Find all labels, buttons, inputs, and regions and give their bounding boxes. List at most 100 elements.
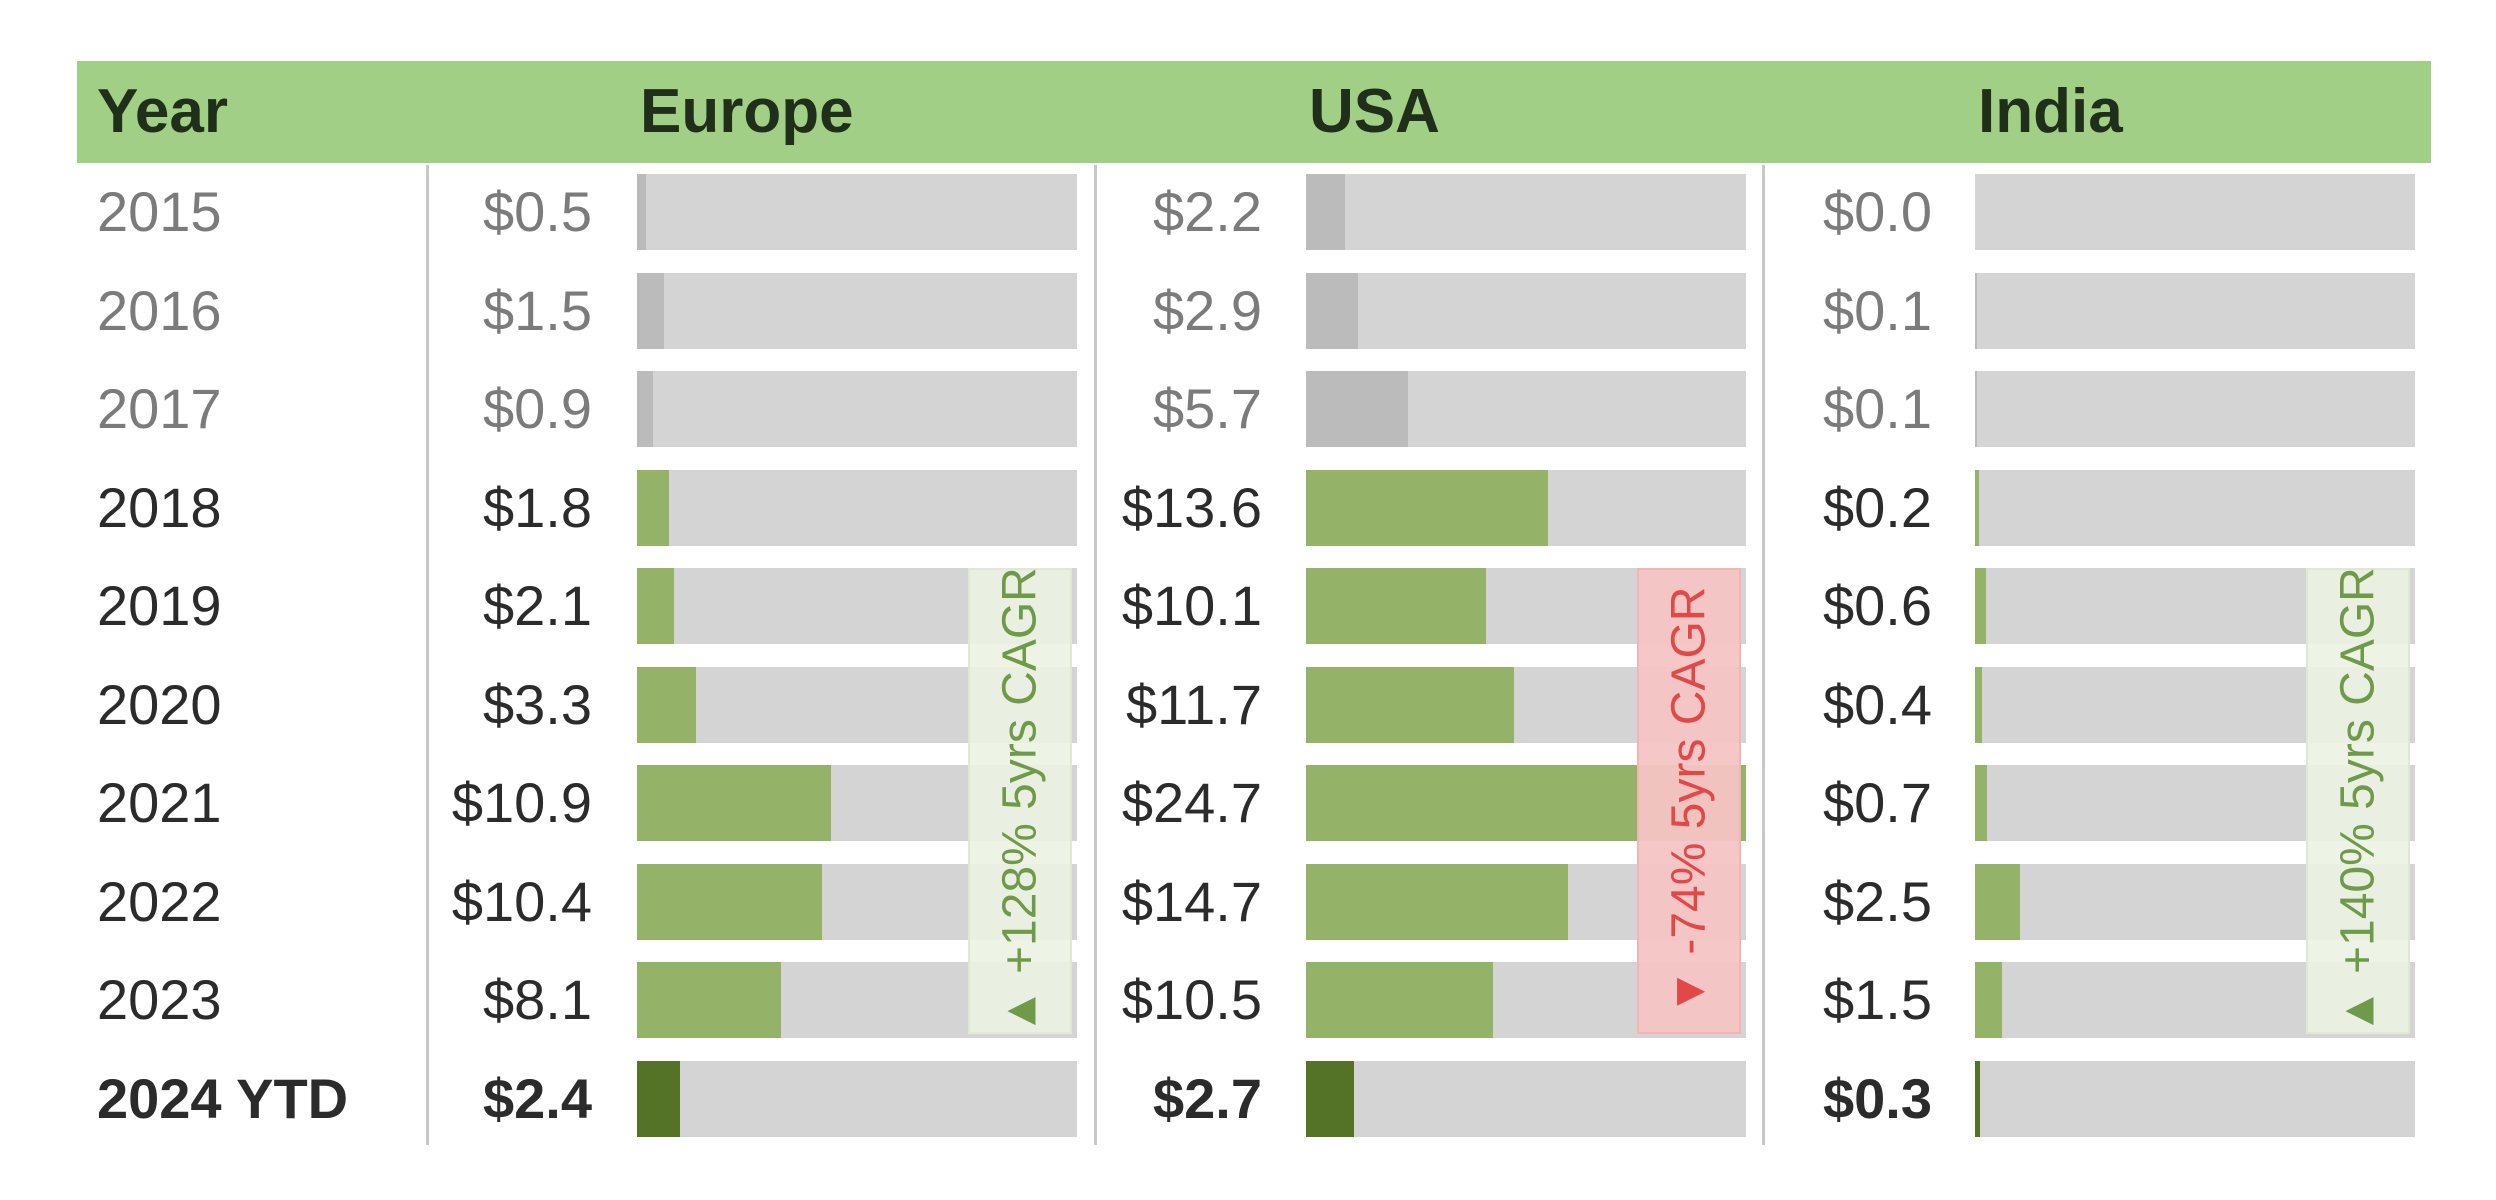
year-label-2016: 2016	[97, 278, 222, 342]
bar-track-europe-2016	[637, 272, 1077, 349]
bar-europe-2016	[637, 272, 664, 349]
bar-usa-2023	[1306, 962, 1494, 1038]
bar-india-2023	[1975, 962, 2002, 1038]
value-label-india-2021: $0.7	[1823, 771, 1932, 834]
bar-europe-2021	[637, 765, 832, 841]
cagr-badge-europe: ▲ +128% 5yrs CAGR	[968, 567, 1072, 1035]
bar-track-europe-2018	[637, 469, 1077, 546]
bar-india-2019	[1975, 568, 1986, 644]
bar-europe-2023	[637, 962, 782, 1038]
year-label-2019: 2019	[97, 574, 222, 637]
value-label-usa-2015: $2.2	[1153, 180, 1262, 243]
bar-india-2024-ytd	[1975, 1060, 1981, 1137]
cagr-text-usa: -74% 5yrs CAGR	[1662, 586, 1716, 968]
bar-india-2016	[1975, 272, 1977, 349]
year-label-2022: 2022	[97, 869, 222, 933]
value-label-europe-2017: $0.9	[483, 377, 592, 440]
arrow-up-icon: ▲	[2331, 987, 2385, 1035]
bar-track-usa-2018	[1306, 469, 1746, 546]
cagr-text-europe: +128% 5yrs CAGR	[993, 567, 1047, 988]
header-usa: USA	[1309, 77, 1440, 146]
bar-europe-2018	[637, 469, 670, 546]
value-label-usa-2020: $11.7	[1126, 672, 1262, 736]
bar-track-europe-2017	[637, 371, 1077, 447]
value-label-europe-2016: $1.5	[483, 278, 592, 342]
bar-track-usa-2015	[1306, 174, 1746, 250]
year-label-2023: 2023	[97, 968, 222, 1031]
value-label-europe-2021: $10.9	[451, 771, 592, 834]
cagr-text-india: +140% 5yrs CAGR	[2331, 567, 2385, 988]
value-label-europe-2018: $1.8	[483, 475, 592, 539]
value-label-india-2020: $0.4	[1823, 672, 1932, 736]
value-label-europe-2020: $3.3	[483, 672, 592, 736]
value-label-usa-2018: $13.6	[1121, 475, 1262, 539]
value-label-europe-2024-ytd: $2.4	[483, 1066, 592, 1130]
cagr-label-europe: ▲ +128% 5yrs CAGR	[993, 567, 1048, 1035]
bar-india-2021	[1975, 765, 1988, 841]
value-label-india-2017: $0.1	[1823, 377, 1932, 440]
column-divider-usa	[1094, 165, 1097, 1145]
column-divider-india	[1762, 165, 1765, 1145]
bar-track-india-2016	[1975, 272, 2415, 349]
year-label-2024-ytd: 2024 YTD	[97, 1066, 349, 1130]
bar-track-usa-2017	[1306, 371, 1746, 447]
value-label-india-2023: $1.5	[1823, 968, 1932, 1031]
bar-europe-2020	[637, 666, 696, 743]
year-label-2018: 2018	[97, 475, 222, 539]
year-label-2021: 2021	[97, 771, 222, 834]
bar-track-usa-2024-ytd	[1306, 1060, 1746, 1137]
value-label-india-2022: $2.5	[1823, 869, 1932, 933]
bar-usa-2015	[1306, 174, 1346, 250]
bar-usa-2017	[1306, 371, 1408, 447]
value-label-india-2015: $0.0	[1823, 180, 1932, 243]
value-label-usa-2016: $2.9	[1153, 278, 1262, 342]
cagr-badge-india: ▲ +140% 5yrs CAGR	[2306, 567, 2410, 1035]
value-label-india-2016: $0.1	[1823, 278, 1932, 342]
year-label-2015: 2015	[97, 180, 222, 243]
header-india: India	[1978, 77, 2123, 146]
bar-track-india-2017	[1975, 371, 2415, 447]
value-label-india-2024-ytd: $0.3	[1823, 1066, 1932, 1130]
bar-track-europe-2024-ytd	[637, 1060, 1077, 1137]
header-year: Year	[97, 77, 229, 146]
value-label-usa-2022: $14.7	[1121, 869, 1262, 933]
bar-europe-2015	[637, 174, 646, 250]
header-europe: Europe	[640, 77, 854, 146]
cagr-label-india: ▲ +140% 5yrs CAGR	[2331, 567, 2386, 1035]
bar-europe-2017	[637, 371, 654, 447]
bar-india-2022	[1975, 863, 2020, 940]
bar-track-usa-2016	[1306, 272, 1746, 349]
value-label-europe-2015: $0.5	[483, 180, 592, 243]
year-label-2020: 2020	[97, 672, 222, 736]
value-label-europe-2019: $2.1	[483, 574, 592, 637]
bar-europe-2024-ytd	[637, 1060, 680, 1137]
bar-track-india-2024-ytd	[1975, 1060, 2415, 1137]
value-label-india-2019: $0.6	[1823, 574, 1932, 637]
bar-track-india-2015	[1975, 174, 2415, 250]
bar-india-2017	[1975, 371, 1977, 447]
arrow-up-icon: ▲	[993, 987, 1047, 1035]
cagr-label-usa: ▼ -74% 5yrs CAGR	[1662, 587, 1717, 1016]
bar-europe-2022	[637, 863, 823, 940]
value-label-usa-2019: $10.1	[1121, 574, 1262, 637]
year-label-2017: 2017	[97, 377, 222, 440]
bar-usa-2022	[1306, 863, 1568, 940]
column-divider-europe	[426, 165, 429, 1145]
value-label-usa-2021: $24.7	[1121, 771, 1262, 834]
header-band	[77, 61, 2431, 163]
bar-track-india-2018	[1975, 469, 2415, 546]
value-label-europe-2023: $8.1	[483, 968, 592, 1031]
bar-usa-2018	[1306, 469, 1549, 546]
bar-india-2020	[1975, 666, 1983, 743]
value-label-india-2018: $0.2	[1823, 475, 1932, 539]
value-label-europe-2022: $10.4	[451, 869, 592, 933]
bar-usa-2024-ytd	[1306, 1060, 1355, 1137]
value-label-usa-2024-ytd: $2.7	[1153, 1066, 1262, 1130]
bar-usa-2020	[1306, 666, 1515, 743]
bar-india-2018	[1975, 469, 1979, 546]
arrow-down-icon: ▼	[1662, 967, 1716, 1016]
bar-usa-2019	[1306, 568, 1486, 644]
cagr-badge-usa: ▼ -74% 5yrs CAGR	[1637, 568, 1741, 1034]
bar-europe-2019	[637, 568, 675, 644]
